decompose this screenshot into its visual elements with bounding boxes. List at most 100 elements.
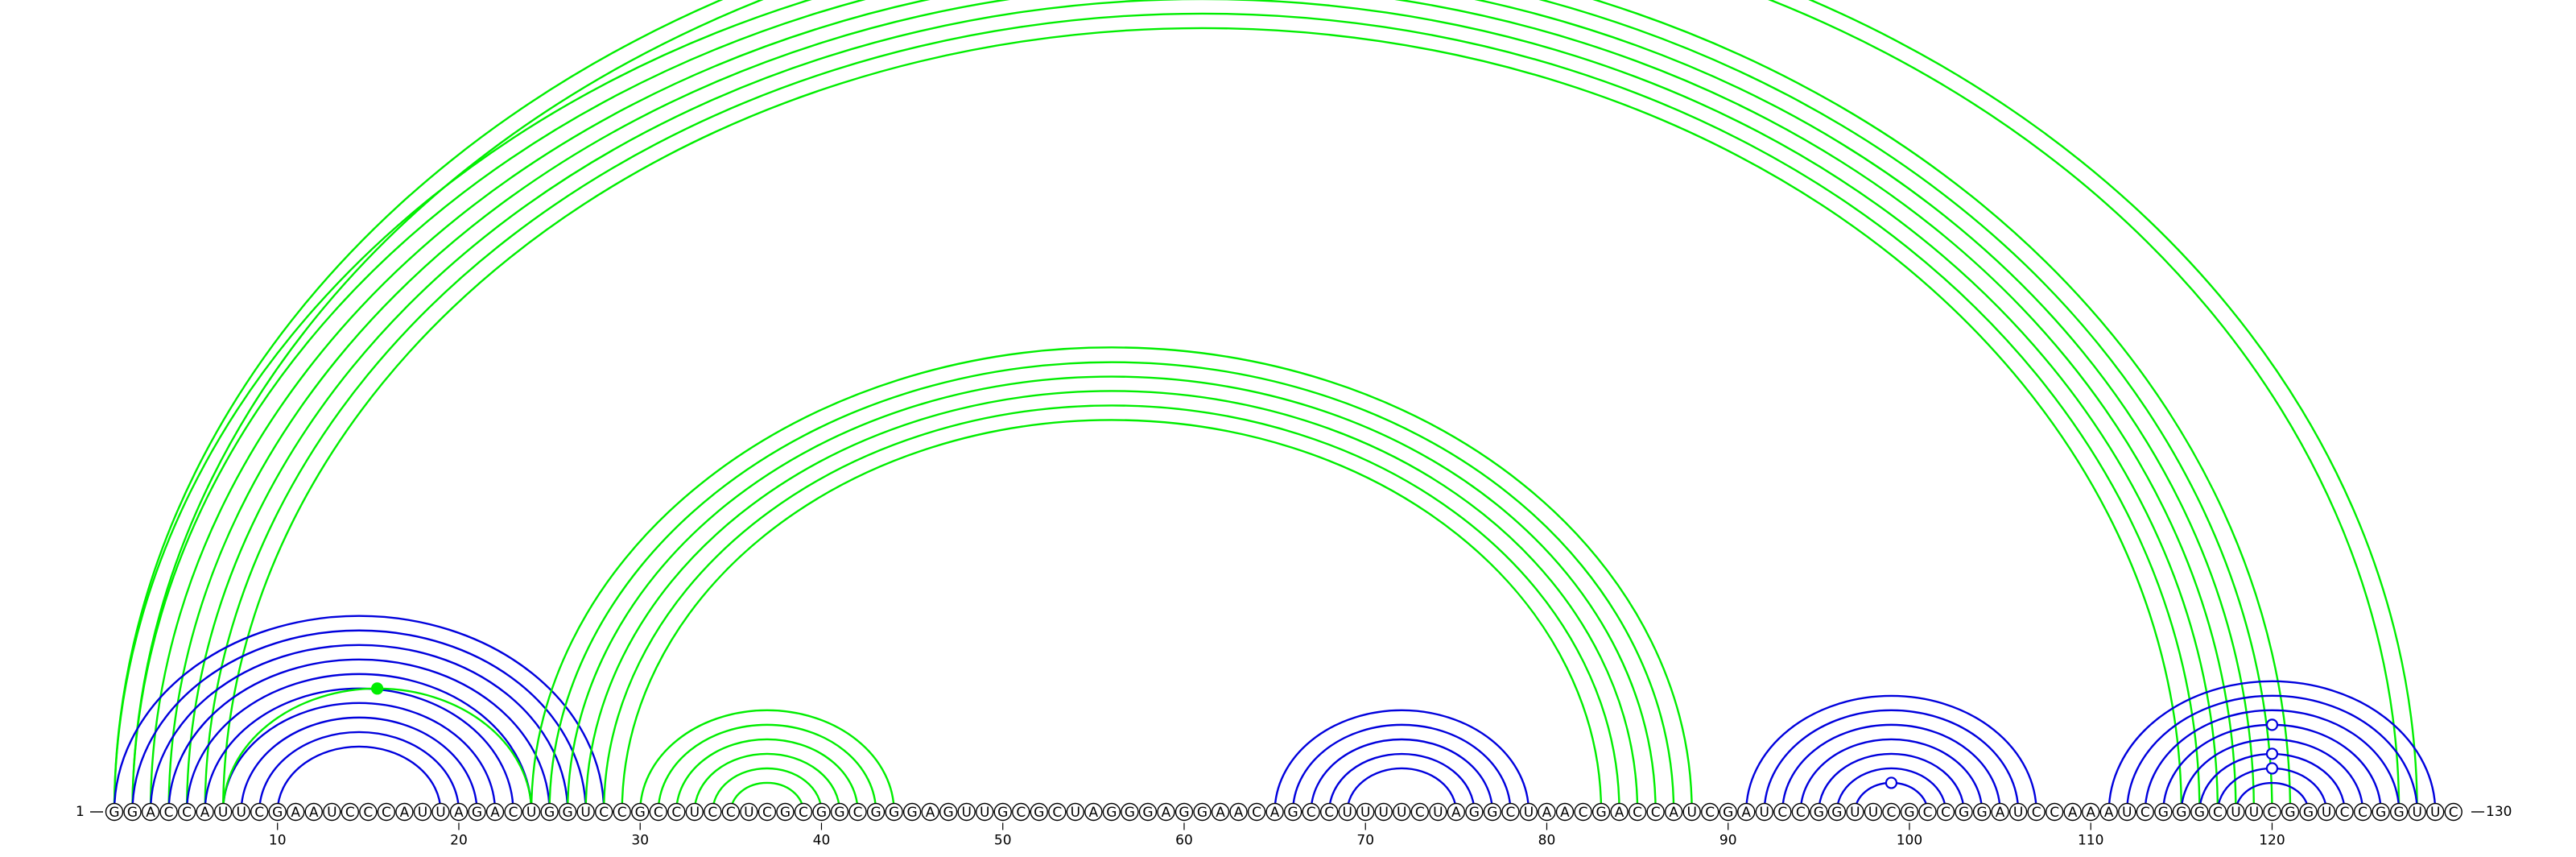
- nucleotide-81: A: [1560, 805, 1570, 821]
- nucleotide-18: U: [418, 805, 427, 821]
- nucleotide-48: U: [961, 805, 971, 821]
- middle-helix-arc-26-86: [566, 375, 1657, 813]
- nucleotide-circle-28: [594, 802, 613, 822]
- nucleotide-64: C: [1252, 805, 1261, 821]
- nucleotide-circle-108: [2045, 802, 2064, 822]
- nucleotide-102: C: [1941, 805, 1951, 821]
- nucleotide-97: U: [1850, 805, 1860, 821]
- hairpin-98-arc-92-106: [1763, 709, 2020, 813]
- tick-label-120: 120: [2259, 833, 2285, 849]
- nucleotide-33: U: [690, 805, 700, 821]
- nucleotide-circle-125: [2353, 802, 2372, 822]
- nucleotide-circle-130: [2444, 802, 2462, 822]
- long-helix-arc-7-115: [221, 27, 2183, 813]
- long-helix-outer-arc-2-127: [131, 0, 2401, 813]
- nucleotide-circle-38: [776, 802, 795, 822]
- marker-114-126: [2265, 718, 2279, 731]
- nucleotide-circle-31: [649, 802, 667, 822]
- nucleotide-circle-1: [105, 802, 124, 822]
- marker-117-123: [2265, 762, 2279, 775]
- nucleotide-115: G: [2176, 805, 2186, 821]
- nucleotide-122: G: [2303, 805, 2314, 821]
- nucleotide-circle-129: [2425, 802, 2445, 822]
- middle-helix-arc-27-85: [584, 390, 1639, 813]
- nucleotide-circle-90: [1719, 802, 1737, 822]
- nucleotide-112: U: [2122, 805, 2132, 821]
- nucleotide-circle-89: [1700, 802, 1719, 822]
- long-helix-outer-arc-1-128: [113, 0, 2418, 813]
- nucleotide-circle-113: [2136, 802, 2155, 822]
- nucleotide-80: A: [1542, 805, 1552, 821]
- nucleotide-73: C: [1415, 805, 1425, 821]
- nucleotide-circle-50: [993, 802, 1012, 822]
- nucleotide-circle-112: [2118, 802, 2136, 822]
- hairpin-119-arc-115-125: [2180, 738, 2364, 813]
- nucleotide-circle-8: [232, 802, 250, 822]
- nucleotide-30: G: [635, 805, 646, 821]
- nucleotide-circle-3: [141, 802, 160, 822]
- nucleotide-107: C: [2032, 805, 2041, 821]
- nucleotide-101: C: [1923, 805, 1933, 821]
- position-axis: 10 20 30 40 50 60 70 80 90 100 110 120: [269, 822, 2285, 849]
- nucleotide-113: C: [2140, 805, 2150, 821]
- nucleotide-39: C: [799, 805, 808, 821]
- nucleotide-circle-67: [1302, 802, 1320, 822]
- nucleotide-circle-78: [1501, 802, 1520, 822]
- small-helix-left-arc-32-42: [675, 738, 859, 813]
- inner-blue-helix-arc-4-25: [167, 658, 551, 813]
- hairpin-70-arc-66-78: [1291, 723, 1512, 813]
- inner-blue-helix-arc-8-21: [240, 716, 478, 813]
- nucleotide-16: C: [382, 805, 391, 821]
- long-helix-arc-5-117: [185, 0, 2219, 813]
- nucleotide-27: U: [580, 805, 590, 821]
- nucleotide-84: A: [1615, 805, 1624, 821]
- nucleotide-circle-60: [1174, 802, 1194, 822]
- nucleotide-circle-59: [1157, 802, 1175, 822]
- nucleotide-59: A: [1162, 805, 1171, 821]
- nucleotide-98: U: [1868, 805, 1878, 821]
- nucleotide-circle-42: [848, 802, 867, 822]
- nucleotide-41: G: [834, 805, 844, 821]
- nucleotide-circle-73: [1410, 802, 1430, 822]
- nucleotide-77: G: [1487, 805, 1497, 821]
- nucleotide-43: G: [870, 805, 881, 821]
- nucleotide-circle-51: [1012, 802, 1030, 822]
- nucleotide-65: A: [1270, 805, 1280, 821]
- nucleotide-circle-33: [685, 802, 704, 822]
- nucleotide-circle-34: [704, 802, 722, 822]
- nucleotide-circle-2: [123, 802, 142, 822]
- nucleotide-circle-76: [1465, 802, 1484, 822]
- inner-blue-helix-arc-5-24: [185, 673, 533, 813]
- hairpin-98-arc-96-102: [1835, 768, 1947, 813]
- nucleotide-35: C: [726, 805, 736, 821]
- nucleotide-circle-85: [1628, 802, 1647, 822]
- nucleotide-circle-39: [794, 802, 813, 822]
- tick-label-60: 60: [1175, 833, 1193, 849]
- nucleotide-circle-27: [576, 802, 595, 822]
- nucleotide-79: U: [1524, 805, 1534, 821]
- nucleotide-circle-12: [304, 802, 323, 822]
- nucleotide-circle-68: [1319, 802, 1339, 822]
- nucleotide-circle-114: [2154, 802, 2173, 822]
- nucleotide-85: C: [1633, 805, 1642, 821]
- nucleotide-circle-44: [885, 802, 903, 822]
- nucleotide-circle-105: [1991, 802, 2009, 822]
- nucleotide-75: A: [1451, 805, 1461, 821]
- small-helix-left-arc-30-44: [639, 710, 895, 813]
- marker-97-101: [1885, 776, 1898, 789]
- nucleotide-128: U: [2412, 805, 2421, 821]
- nucleotide-circle-102: [1936, 802, 1955, 822]
- small-helix-left-arc-34-40: [712, 768, 823, 813]
- nucleotide-circle-71: [1374, 802, 1393, 822]
- nucleotide-circle-97: [1846, 802, 1864, 822]
- nucleotide-circle-86: [1646, 802, 1665, 822]
- nucleotide-circle-121: [2281, 802, 2300, 822]
- nucleotide-circle-64: [1247, 802, 1266, 822]
- nucleotide-66: G: [1288, 805, 1298, 821]
- nucleotide-circle-104: [1972, 802, 1992, 822]
- nucleotide-circle-118: [2227, 802, 2245, 822]
- nucleotide-26: G: [563, 805, 573, 821]
- nucleotide-circle-66: [1283, 802, 1302, 822]
- nucleotide-circle-26: [558, 802, 577, 822]
